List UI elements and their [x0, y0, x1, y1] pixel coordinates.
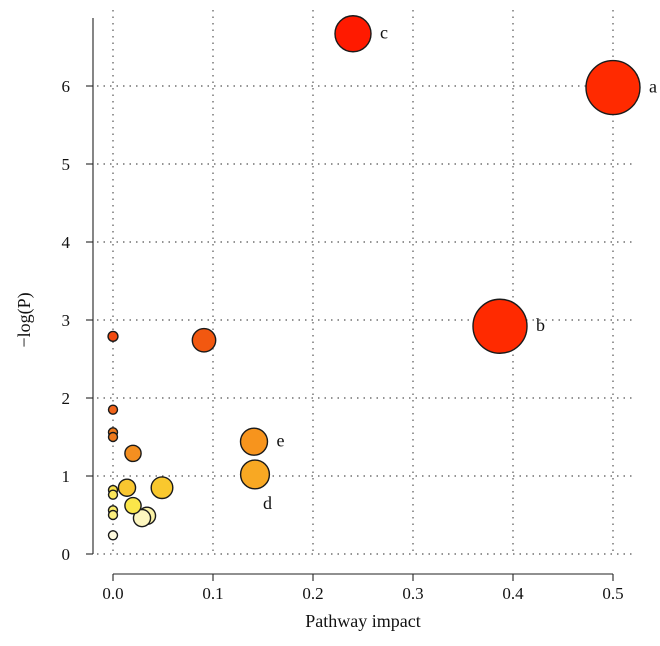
data-point: [107, 404, 119, 415]
y-tick-label: 5: [62, 155, 71, 174]
point-labels: a b c d e: [263, 23, 657, 513]
data-point: [107, 431, 119, 443]
y-tick-label: 3: [62, 311, 71, 330]
tick-labels: 0 1 2 3 4 5 6 0.0 0.1 0.2 0.3 0.4 0.5: [62, 77, 624, 603]
data-point: [117, 478, 137, 497]
data-point: [107, 509, 119, 521]
x-tick-label: 0.3: [402, 584, 423, 603]
x-tick-label: 0.2: [302, 584, 323, 603]
data-point: [239, 427, 269, 456]
y-tick-label: 0: [62, 545, 71, 564]
data-point: [239, 459, 271, 490]
x-tick-label: 0.5: [602, 584, 623, 603]
y-tick-label: 4: [62, 233, 71, 252]
data-point: [124, 444, 142, 463]
point-label: a: [649, 77, 657, 97]
data-point: [585, 59, 641, 116]
y-axis-title: −log(P): [14, 292, 35, 347]
data-points: [107, 15, 641, 541]
data-point: [124, 496, 142, 515]
data-point: [107, 330, 119, 343]
data-point: [150, 476, 174, 500]
data-point: [107, 530, 119, 541]
x-tick-label: 0.0: [102, 584, 123, 603]
y-tick-label: 1: [62, 467, 71, 486]
y-tick-label: 6: [62, 77, 71, 96]
grid: [97, 10, 633, 555]
x-tick-label: 0.1: [202, 584, 223, 603]
data-point: [107, 489, 119, 500]
point-label: b: [536, 315, 545, 335]
data-point: [472, 298, 528, 354]
data-point: [132, 508, 152, 528]
data-point: [191, 327, 217, 353]
point-label: e: [277, 431, 285, 451]
x-tick-label: 0.4: [502, 584, 524, 603]
data-point: [334, 15, 372, 53]
point-label: c: [380, 23, 388, 43]
y-tick-label: 2: [62, 389, 71, 408]
axes: [92, 18, 613, 575]
x-axis-title: Pathway impact: [305, 611, 420, 631]
point-label: d: [263, 493, 272, 513]
